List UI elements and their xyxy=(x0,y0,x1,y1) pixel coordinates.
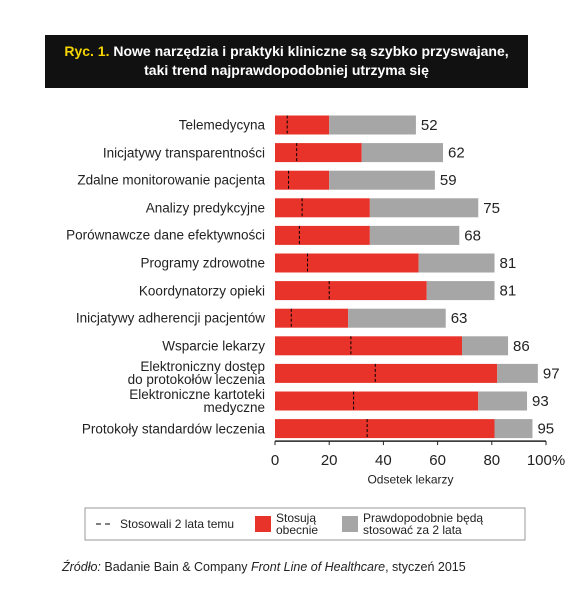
total-label: 95 xyxy=(537,421,554,438)
bar-segment xyxy=(494,419,533,439)
x-tick-label: 60 xyxy=(429,452,446,469)
total-label: 93 xyxy=(532,393,549,410)
bar-segment xyxy=(478,391,528,411)
x-axis-label: Odsetek lekarzy xyxy=(367,472,453,486)
category-label: Porównawcze dane efektywności xyxy=(66,227,265,243)
bar-segment xyxy=(369,198,479,218)
bar-segment xyxy=(361,143,444,163)
legend-box xyxy=(84,507,526,541)
bar-segment xyxy=(275,170,330,190)
source-title: Front Line of Healthcare xyxy=(251,560,386,574)
bar-segment xyxy=(275,419,495,439)
bar-segment xyxy=(275,115,330,135)
bar-segment xyxy=(275,198,370,218)
total-label: 81 xyxy=(500,283,517,300)
category-label: Zdalne monitorowanie pacjenta xyxy=(77,172,265,188)
total-label: 75 xyxy=(483,200,500,217)
x-tick-label: 80 xyxy=(483,452,500,469)
total-label: 63 xyxy=(451,310,468,327)
category-label: Elektroniczny dostęp do protokołów lecze… xyxy=(127,359,265,388)
x-tick-label: 100% xyxy=(527,452,565,469)
source: Źródło: Badanie Bain & Company Front Lin… xyxy=(62,560,466,574)
bar-segment xyxy=(497,363,538,383)
category-label: Inicjatywy adherencji pacjentów xyxy=(75,310,265,326)
category-label: Protokoły standardów leczenia xyxy=(81,421,265,437)
x-tick-label: 20 xyxy=(321,452,338,469)
bar-segment xyxy=(275,253,419,273)
bar-segment xyxy=(275,281,427,301)
bar-segment xyxy=(348,308,446,328)
legend-swatch xyxy=(255,516,271,532)
bar-segment xyxy=(275,391,479,411)
total-label: 97 xyxy=(543,365,560,382)
category-label: Elektroniczne kartoteki medyczne xyxy=(129,387,265,415)
bar-segment xyxy=(329,115,416,135)
bar-segment xyxy=(275,225,370,245)
category-label: Telemedycyna xyxy=(178,117,265,133)
category-label: Inicjatywy transparentności xyxy=(102,145,265,161)
bar-segment xyxy=(275,308,349,328)
category-label: Koordynatorzy opieki xyxy=(138,283,265,299)
bar-segment xyxy=(461,336,509,356)
bar-segment xyxy=(275,143,362,163)
bar-segment xyxy=(275,363,498,383)
bar-segment xyxy=(275,336,462,356)
category-label: Analizy predykcyjne xyxy=(145,200,265,216)
chart-title: Nowe narzędzia i praktyki kliniczne są s… xyxy=(113,43,509,78)
source-text: Badanie Bain & Company xyxy=(100,560,251,574)
title-label: Ryc. 1. xyxy=(64,43,110,59)
total-label: 52 xyxy=(421,117,438,134)
source-date: , styczeń 2015 xyxy=(385,560,466,574)
bar-segment xyxy=(418,253,495,273)
total-label: 81 xyxy=(500,255,517,272)
bar-segment xyxy=(426,281,495,301)
bar-segment xyxy=(329,170,435,190)
legend-swatch xyxy=(342,516,358,532)
legend-label: Prawdopodobnie będą stosować za 2 lata xyxy=(363,511,484,537)
total-label: 59 xyxy=(440,172,457,189)
legend-label: Stosowali 2 lata temu xyxy=(120,517,235,531)
category-label: Programy zdrowotne xyxy=(140,255,265,271)
legend-label: Stosują obecnie xyxy=(276,511,319,537)
title-box: Ryc. 1. Nowe narzędzia i praktyki klinic… xyxy=(45,35,528,88)
total-label: 86 xyxy=(513,338,530,355)
total-label: 68 xyxy=(464,227,481,244)
bar-segment xyxy=(369,225,460,245)
category-label: Wsparcie lekarzy xyxy=(162,338,265,354)
x-tick-label: 40 xyxy=(375,452,392,469)
total-label: 62 xyxy=(448,145,465,162)
source-prefix: Źródło: xyxy=(62,560,101,574)
x-tick-label: 0 xyxy=(271,452,279,469)
